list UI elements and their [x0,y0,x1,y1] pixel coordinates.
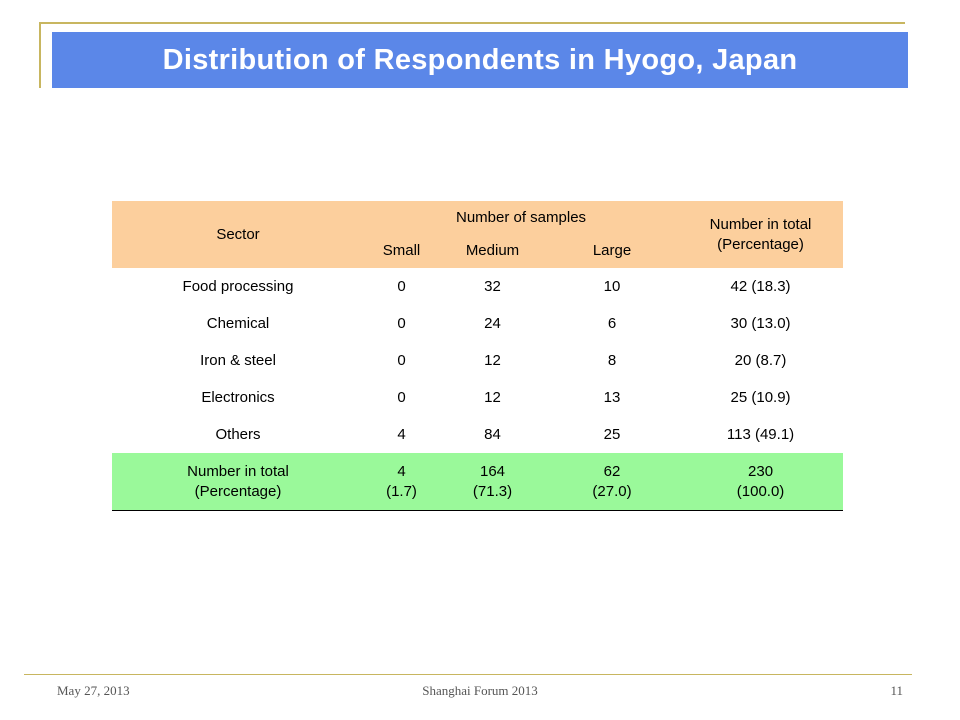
cell-large: 10 [603,278,621,295]
cell-medium: 84 [484,426,501,443]
header-small: Small [364,233,439,268]
cell-total: 30 (13.0) [730,315,791,332]
title-bar: Distribution of Respondents in Hyogo, Ja… [48,32,908,88]
cell-sector: Food processing [182,278,294,295]
cell-total: 20 (8.7) [734,352,787,369]
frame-left-line [39,22,41,88]
total-medium-count: 164 [479,462,506,480]
cell-sector: Others [215,426,261,443]
cell-sector: Chemical [206,315,270,332]
total-small-pct: (1.7) [386,482,417,500]
total-label-line1: Number in total [187,462,289,480]
cell-small: 0 [397,278,406,295]
header-medium: Medium [439,233,546,268]
header-number-in-total: Number in total (Percentage) [678,201,844,268]
cell-total: 25 (10.9) [730,389,791,406]
cell-large: 8 [607,352,617,369]
table-row: Chemical 0 24 6 30 (13.0) [112,305,843,342]
header-large: Large [546,233,679,268]
header-number-of-samples: Number of samples [364,201,679,233]
cell-large: 25 [603,426,621,443]
total-all-cell: 230 (100.0) [678,453,844,511]
total-label-cell: Number in total (Percentage) [112,453,364,511]
total-label-line2: (Percentage) [194,482,282,500]
table-header-row: Sector Number of samples Number in total… [112,201,844,268]
cell-medium: 24 [484,315,501,332]
respondents-table: Sector Number of samples Number in total… [112,201,844,511]
total-small-cell: 4 (1.7) [364,453,439,511]
total-large-cell: 62 (27.0) [546,453,679,511]
cell-sector: Electronics [201,389,275,406]
cell-medium: 12 [484,352,501,369]
cell-total: 42 (18.3) [730,278,791,295]
frame-top-line [41,22,905,24]
footer-page-number: 11 [890,683,903,698]
footer-divider [24,674,912,675]
footer-event: Shanghai Forum 2013 [422,683,538,698]
total-large-pct: (27.0) [592,482,632,500]
cell-medium: 12 [484,389,501,406]
header-total-line2: (Percentage) [717,236,804,253]
total-medium-pct: (71.3) [472,482,513,500]
footer-date: May 27, 2013 [57,683,130,698]
slide-title: Distribution of Respondents in Hyogo, Ja… [162,43,798,76]
cell-small: 0 [397,389,406,406]
header-total-line1: Number in total [709,216,812,233]
table-row: Iron & steel 0 12 8 20 (8.7) [112,342,843,379]
table-subheader-row: Small Medium Large [112,233,843,268]
cell-small: 0 [397,315,406,332]
header-sector: Sector [112,201,364,268]
cell-small: 4 [397,426,406,443]
cell-small: 0 [397,352,406,369]
table-row: Electronics 0 12 13 25 (10.9) [112,379,843,416]
cell-large: 6 [607,315,617,332]
cell-total: 113 (49.1) [726,426,795,443]
table-row: Others 4 84 25 113 (49.1) [112,416,843,453]
table-row: Food processing 0 32 10 42 (18.3) [112,268,843,305]
cell-sector: Iron & steel [200,352,276,369]
total-all-pct: (100.0) [736,482,785,500]
total-all-count: 230 [748,462,774,480]
total-small-count: 4 [397,462,406,480]
total-medium-cell: 164 (71.3) [439,453,546,511]
table-total-row: Number in total (Percentage) 4 (1.7) 164… [112,453,844,511]
cell-large: 13 [603,389,621,406]
total-large-count: 62 [603,462,621,480]
cell-medium: 32 [484,278,501,295]
